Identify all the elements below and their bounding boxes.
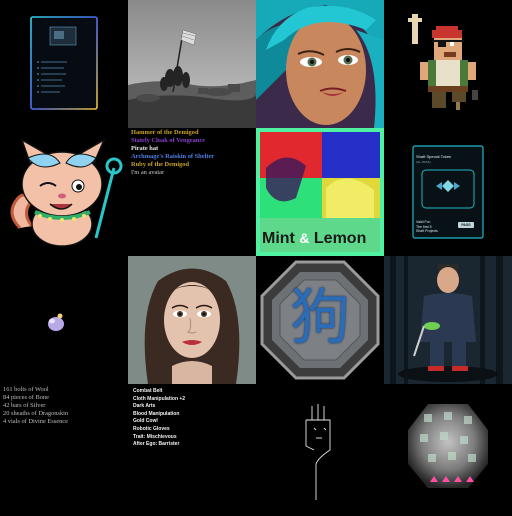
lemon-word: Lemon [313,230,367,247]
tile-special-token[interactable]: Shaft Special Token (GL.PASS) Valid For:… [384,128,512,256]
material-line: 161 bolts of Wool [3,386,49,393]
pass-badge: PASS [458,222,474,228]
tile-flag-photo[interactable] [128,0,256,128]
trait-line: Gold Cowl [133,418,158,425]
tile-forest-character[interactable] [384,256,512,384]
material-line: 84 pieces of Bone [3,394,49,401]
trait-line: Dark Arts [133,403,156,410]
item-name-line: Archmage's Raiskin of Shelter [131,153,215,160]
valid-label: Valid For: [416,220,431,224]
trait-line: Trait: Mischievous [133,433,177,440]
octagon-stone-art [256,256,384,384]
tile-mint-lemon[interactable]: Mint & Lemon [256,128,384,256]
tile-octagon-glyph[interactable]: 狗 [256,256,384,384]
cartoon-cat-art [0,128,128,256]
tile-pixel-pirate[interactable] [384,0,512,128]
mint-lemon-art [256,128,384,256]
tile-teal-hair-portrait[interactable] [256,0,384,128]
line-figure-art [256,384,384,512]
octagon-glyph-text: 狗 [290,283,350,353]
tile-traits[interactable]: Combat Belt Cloth Manipulation +2 Dark A… [128,384,261,516]
tile-line-figure[interactable] [256,384,384,512]
crystal-sphere-art [384,384,512,512]
trait-line: Blood Manipulation [133,410,180,417]
small-creature-art [0,256,128,384]
material-line: 20 sheaths of Dragonskin [3,410,69,417]
tile-menu-card[interactable] [0,0,128,128]
pixel-pirate-art [384,0,512,128]
trait-line: After Ego: Barrister [133,441,180,448]
special-token-card [384,128,512,256]
tile-materials[interactable]: 161 bolts of Wool 84 pieces of Bone 42 b… [0,384,128,512]
item-name-line: Pirate hat [131,145,159,152]
ampersand: & [299,230,310,246]
token-valid-block: Valid For: The first 5 Shaft Projects [416,220,438,234]
valid-value-2: Shaft Projects [416,229,438,233]
tile-small-creature[interactable] [0,256,128,384]
material-line: 42 bars of Silver [3,402,46,409]
flag-raising-photo [128,0,256,128]
token-subtitle: (GL.PASS) [416,160,431,164]
item-name-line: Hammer of the Demigod [131,129,199,136]
tile-cartoon-cat[interactable] [0,128,128,256]
trait-line: Cloth Manipulation +2 [133,395,186,402]
teal-hair-portrait [256,0,384,128]
forest-character-art [384,256,512,384]
tile-item-names[interactable]: Hammer of the Demigod Stately Cloak of V… [128,128,256,256]
mint-word: Mint [262,230,295,247]
tile-brunette-portrait[interactable] [128,256,256,384]
trait-line: Robotic Gloves [133,425,170,432]
item-name-line: Ruby of the Demigod [131,161,190,168]
tile-crystal-sphere[interactable] [384,384,512,512]
valid-value-1: The first 5 [416,224,432,229]
item-name-line: I'm an avatar [131,169,165,176]
trait-line: Combat Belt [133,388,163,394]
token-title: Shaft Special Token [416,154,452,159]
material-line: 4 vials of Divine Essence [3,418,68,425]
menu-card-art [30,16,98,110]
brunette-portrait [128,256,256,384]
mint-lemon-title: Mint & Lemon [262,230,366,248]
item-name-line: Stately Cloak of Vengeance [131,137,206,144]
